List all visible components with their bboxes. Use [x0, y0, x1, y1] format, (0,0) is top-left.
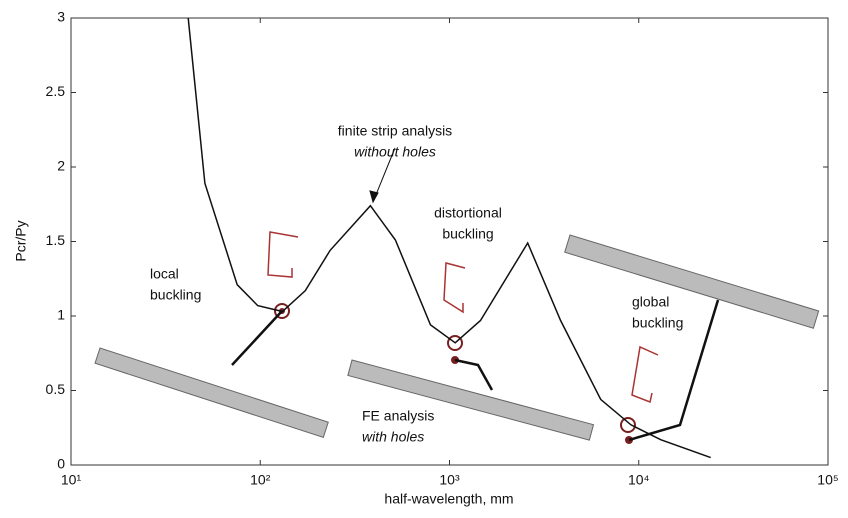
annotation: buckling	[632, 315, 683, 331]
annotation: without holes	[354, 144, 436, 160]
annotation: global	[632, 294, 669, 310]
leader	[232, 311, 282, 365]
x-tick-label: 10⁵	[817, 472, 838, 488]
beam-local	[95, 348, 328, 437]
beam-global	[565, 235, 819, 328]
y-tick-label: 0.5	[46, 381, 66, 397]
section-global	[632, 347, 658, 402]
y-tick-label: 1.5	[46, 232, 66, 248]
x-tick-label: 10¹	[61, 472, 82, 488]
annotation: buckling	[150, 287, 201, 303]
annotation: finite strip analysis	[338, 123, 452, 139]
annotation: with holes	[362, 429, 424, 445]
y-tick-label: 2.5	[46, 83, 66, 99]
section-local	[268, 232, 298, 277]
annotation: FE analysis	[362, 408, 434, 424]
chart: half-wavelength, mm Pcr/Py 0 0.5 1 1.5 2 2.5 3…	[0, 0, 848, 513]
annotation: buckling	[442, 226, 493, 242]
y-tick-label: 1	[57, 307, 65, 323]
leader	[455, 360, 492, 390]
arrow-head	[370, 191, 378, 202]
y-tick-label: 2	[57, 158, 65, 174]
y-tick-label: 3	[57, 9, 65, 25]
annotation: local	[150, 266, 179, 282]
annotation: distortional	[434, 205, 502, 221]
section-distortional	[444, 263, 465, 312]
y-tick-label: 0	[57, 456, 65, 472]
x-axis-label: half-wavelength, mm	[384, 491, 513, 507]
x-tick-label: 10³	[439, 472, 460, 488]
x-tick-label: 10²	[250, 472, 271, 488]
x-tick-label: 10⁴	[628, 472, 650, 488]
y-axis-label: Pcr/Py	[13, 220, 29, 261]
